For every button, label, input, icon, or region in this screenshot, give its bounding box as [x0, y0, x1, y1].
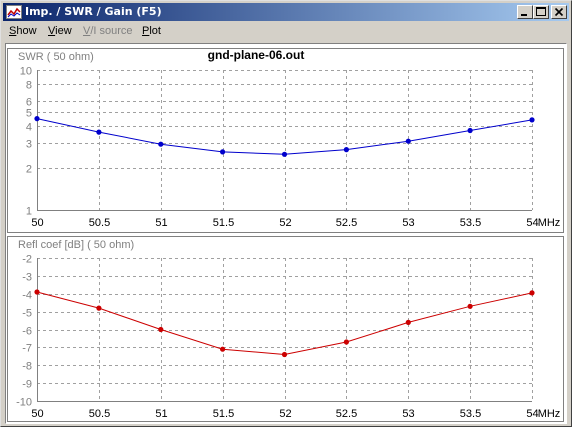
refl-ytick: -7 — [22, 343, 32, 355]
refl-ytick: -10 — [16, 397, 32, 409]
refl-point — [343, 339, 349, 345]
swr-ytick: 3 — [26, 139, 32, 151]
minimize-icon — [521, 14, 527, 16]
swr-frame — [7, 48, 564, 233]
refl-ytick: -6 — [22, 326, 32, 338]
menu-view[interactable]: View — [48, 25, 72, 37]
swr-xtick: 51.5 — [213, 217, 234, 229]
refl-xtick: 53.5 — [460, 408, 481, 420]
refl-xtick: 54 — [526, 408, 538, 420]
refl-ytick: -4 — [22, 290, 32, 302]
menu-bar: Show View V/I source Plot — [3, 22, 569, 41]
swr-ytick: 4 — [26, 122, 32, 134]
swr-xtick: 52.5 — [336, 217, 357, 229]
refl-ytick: -9 — [22, 379, 32, 391]
refl-point — [34, 289, 40, 295]
refl-ytick: -3 — [22, 272, 32, 284]
swr-point — [220, 149, 226, 155]
app-icon — [6, 5, 22, 19]
refl-frame — [7, 236, 564, 422]
swr-ytick: 8 — [26, 80, 32, 92]
refl-ytick: -8 — [22, 361, 32, 373]
refl-ytick: -5 — [22, 308, 32, 320]
swr-ytick: 1 — [26, 206, 32, 218]
refl-xtick: 51 — [155, 408, 167, 420]
refl-point — [405, 319, 411, 325]
maximize-icon — [536, 7, 546, 16]
swr-xtick: 51 — [155, 217, 167, 229]
swr-point — [281, 151, 288, 157]
refl-xtick: 52 — [279, 408, 291, 420]
refl-ytick: -2 — [22, 254, 32, 266]
refl-line — [36, 291, 533, 356]
swr-ylabel: SWR ( 50 ohm) — [18, 51, 94, 63]
swr-xtick: 53.5 — [460, 217, 481, 229]
swr-line — [36, 118, 533, 155]
swr-xtick: 50 — [31, 217, 43, 229]
menu-plot[interactable]: Plot — [142, 25, 161, 37]
swr-point — [467, 127, 473, 134]
swr-xtick: 54 — [526, 217, 538, 229]
swr-ytick: 6 — [26, 97, 32, 109]
swr-xunit: MHz — [538, 217, 561, 229]
menu-show[interactable]: Show — [9, 25, 37, 37]
close-icon — [554, 7, 564, 17]
refl-ylabel: Refl coef [dB] ( 50 ohm) — [18, 239, 134, 251]
swr-point — [158, 141, 164, 147]
swr-xtick: 52 — [279, 217, 291, 229]
refl-xtick: 53 — [402, 408, 414, 420]
close-button[interactable] — [551, 5, 567, 19]
refl-point — [529, 290, 535, 296]
swr-point — [96, 129, 102, 135]
refl-xtick: 52.5 — [336, 408, 357, 420]
refl-point — [158, 326, 164, 333]
refl-xtick: 50 — [31, 408, 43, 420]
swr-xtick: 50.5 — [89, 217, 110, 229]
plot-area: gnd-plane-06.out SWR ( 50 ohm) 1 2 3 4 5 6 8 10 50… — [5, 43, 567, 424]
refl-xtick: 51.5 — [213, 408, 234, 420]
file-title: gnd-plane-06.out — [208, 48, 305, 62]
swr-point — [343, 147, 349, 153]
menu-vi-source[interactable]: V/I source — [83, 25, 133, 37]
minimize-button[interactable] — [517, 5, 533, 19]
swr-ytick: 5 — [26, 108, 32, 120]
maximize-button[interactable] — [533, 5, 549, 19]
swr-point — [34, 116, 40, 122]
refl-point — [281, 351, 288, 358]
swr-point — [405, 138, 411, 144]
refl-xtick: 50.5 — [89, 408, 110, 420]
swr-ytick: 10 — [20, 66, 32, 78]
swr-ytick: 2 — [26, 164, 32, 176]
refl-point — [220, 346, 226, 352]
refl-point — [96, 305, 102, 311]
refl-point — [467, 303, 473, 309]
refl-xunit: MHz — [538, 408, 561, 420]
swr-xtick: 53 — [402, 217, 414, 229]
title-bar[interactable]: Imp. / SWR / Gain (F5) — [3, 3, 569, 21]
swr-point — [529, 117, 535, 123]
window-title: Imp. / SWR / Gain (F5) — [25, 5, 162, 18]
charts: gnd-plane-06.out SWR ( 50 ohm) 1 2 3 4 56 8 10 50… — [7, 48, 564, 422]
